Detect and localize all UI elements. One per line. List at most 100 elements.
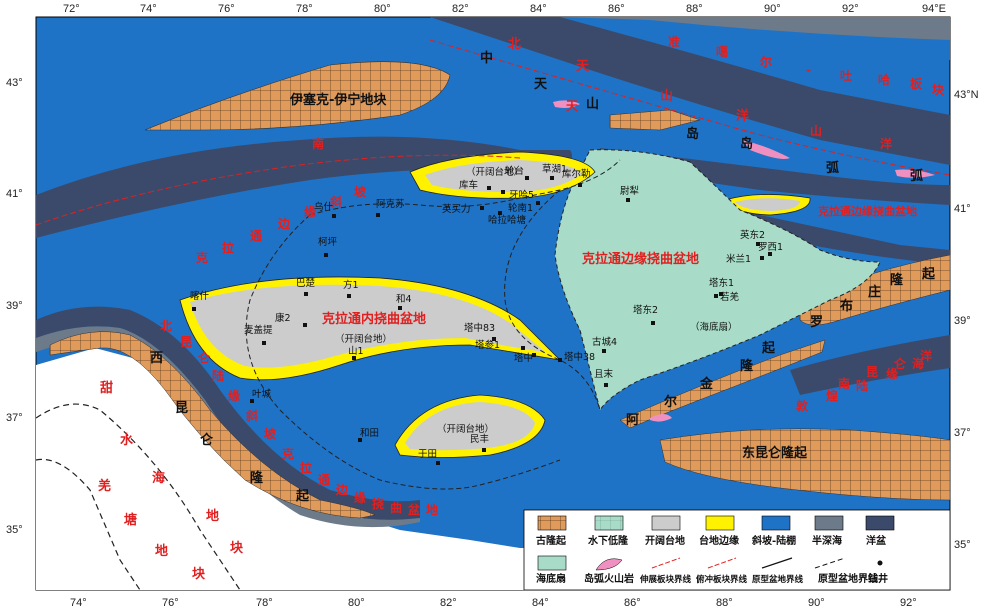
well-label: 巴楚 <box>296 277 316 289</box>
well-marker <box>760 256 764 260</box>
well-marker <box>303 323 307 327</box>
open-platform-central <box>190 284 545 368</box>
char-long6: 隆 <box>250 470 264 486</box>
char-po: 坡 <box>354 184 367 199</box>
well-marker <box>376 213 380 217</box>
west-kunlun-ocean <box>36 306 420 520</box>
well-label: 轮南1 <box>508 202 533 214</box>
char-dao5: 岛 <box>740 136 753 152</box>
well-marker <box>487 186 491 190</box>
label-north-kunlun-slope: 北 昆 仑 陆 缘 斜 坡 <box>160 318 277 441</box>
tick-top-78: 78° <box>296 3 313 15</box>
char-zhun: 准 <box>668 34 680 49</box>
label-submarine-fan: （海底扇） <box>690 321 738 333</box>
tick-bot-78: 78° <box>256 597 273 609</box>
char-ga: 噶 <box>716 44 728 59</box>
legend-label-slope-shelf: 斜坡-陆棚 <box>751 534 796 547</box>
legend-label-basin-boundary: 原型盆地界线 <box>752 574 804 585</box>
facies-boundary-2 <box>504 189 601 411</box>
char-y2: 缘 <box>354 490 366 505</box>
tick-top-84: 84° <box>530 3 547 15</box>
char-yang4: 洋 <box>920 348 932 363</box>
label-margin-basin-ne: 克拉通边缘挠曲盆地 <box>818 204 917 218</box>
well-marker <box>602 349 606 353</box>
legend-label-semi-deep: 半深海 <box>812 534 842 547</box>
well-marker <box>262 341 266 345</box>
char-yuan2: 缘 <box>228 388 240 403</box>
legend-swatch-low-uplift <box>594 515 624 531</box>
char-bian: 边 <box>277 216 291 231</box>
char-hu: 弧 <box>826 160 839 176</box>
plate-boundary-south <box>35 154 521 226</box>
volcanic-4 <box>650 414 672 422</box>
well-label: 塔参1 <box>475 339 500 351</box>
char-yang2: 洋 <box>880 136 892 151</box>
tick-bot-80: 80° <box>348 597 365 609</box>
char-dun: 敦 <box>796 398 809 413</box>
char-er: 尔 <box>760 54 772 69</box>
well-marker <box>525 176 529 180</box>
well-label: 塔东1 <box>709 277 734 289</box>
facies-boundary-1 <box>309 159 621 216</box>
well-marker <box>482 448 486 452</box>
legend-swatch-well <box>877 560 883 566</box>
legend-swatch-extension <box>651 557 681 569</box>
tick-right-43: 43°N <box>954 89 979 101</box>
char-a: 阿 <box>626 413 639 428</box>
char-zhuang: 庄 <box>868 284 881 300</box>
char-kuai: 块 <box>932 82 945 97</box>
tick-bot-74: 74° <box>70 597 87 609</box>
well-label: 牙哈5 <box>509 189 534 201</box>
well-label: 轮台 <box>505 165 524 177</box>
south-tianshan-ocean <box>36 136 572 238</box>
legend-swatch-open-platform <box>651 515 681 531</box>
well-marker <box>358 438 362 442</box>
char-tong: 通 <box>250 228 262 243</box>
well-label: 麦盖提 <box>244 324 273 336</box>
tick-top-80: 80° <box>374 3 391 15</box>
well-label: 草湖1 <box>542 163 567 175</box>
well-marker <box>558 358 562 362</box>
char-di2: 地 <box>206 508 219 524</box>
char-er7: 尔 <box>664 394 677 410</box>
well-marker <box>768 252 772 256</box>
char-jin: 金 <box>699 376 714 392</box>
qiangtang-boundary-2 <box>35 458 141 591</box>
char-hu5: 弧 <box>910 168 923 184</box>
char-yuan: 缘 <box>304 204 316 219</box>
legend-label-ocean-basin: 洋盆 <box>866 534 887 547</box>
label-tianshui-qiangtang: 甜 水 海 羌 塘 地 块 地 块 <box>98 380 244 582</box>
well-marker <box>492 337 496 341</box>
tick-left-41: 41° <box>6 188 23 200</box>
well-label: 喀什 <box>190 290 210 302</box>
tick-top-74: 74° <box>140 3 157 15</box>
well-label: 库车 <box>459 179 478 191</box>
char-tian2: 天 <box>566 99 579 113</box>
well-marker <box>347 294 351 298</box>
well-label: 山1 <box>348 346 364 357</box>
char-kun4: 昆 <box>866 365 878 379</box>
legend-swatch-volcanic <box>595 558 623 571</box>
well-label: 罗西1 <box>758 242 783 253</box>
tick-bot-92: 92° <box>900 597 917 609</box>
tick-bot-76: 76° <box>162 597 179 609</box>
label-open-platform-center: （开阔台地） <box>335 333 392 345</box>
char-qi7: 起 <box>761 340 776 356</box>
tick-bot-84: 84° <box>532 597 549 609</box>
char-lun6: 仑 <box>200 432 214 448</box>
tick-top-90: 90° <box>764 3 781 15</box>
plate-boundary-north <box>429 39 951 176</box>
char-lun4: 仑 <box>894 356 907 371</box>
tick-top-88: 88° <box>686 3 703 15</box>
legend-label-subduction: 俯冲板块界线 <box>696 574 748 585</box>
legend-swatch-ocean-basin <box>865 515 895 531</box>
label-north-tianshan: 北 天 山 洋 岛 弧 <box>508 37 839 176</box>
uplift-tianshan-small <box>609 109 701 131</box>
char-ke: 克 <box>196 250 208 265</box>
char-yang: 洋 <box>736 108 749 124</box>
char-k2: 克 <box>282 446 294 461</box>
char-huang: 煌 <box>826 388 838 403</box>
char-bu: 布 <box>840 298 853 314</box>
char-nan: 南 <box>312 136 324 151</box>
